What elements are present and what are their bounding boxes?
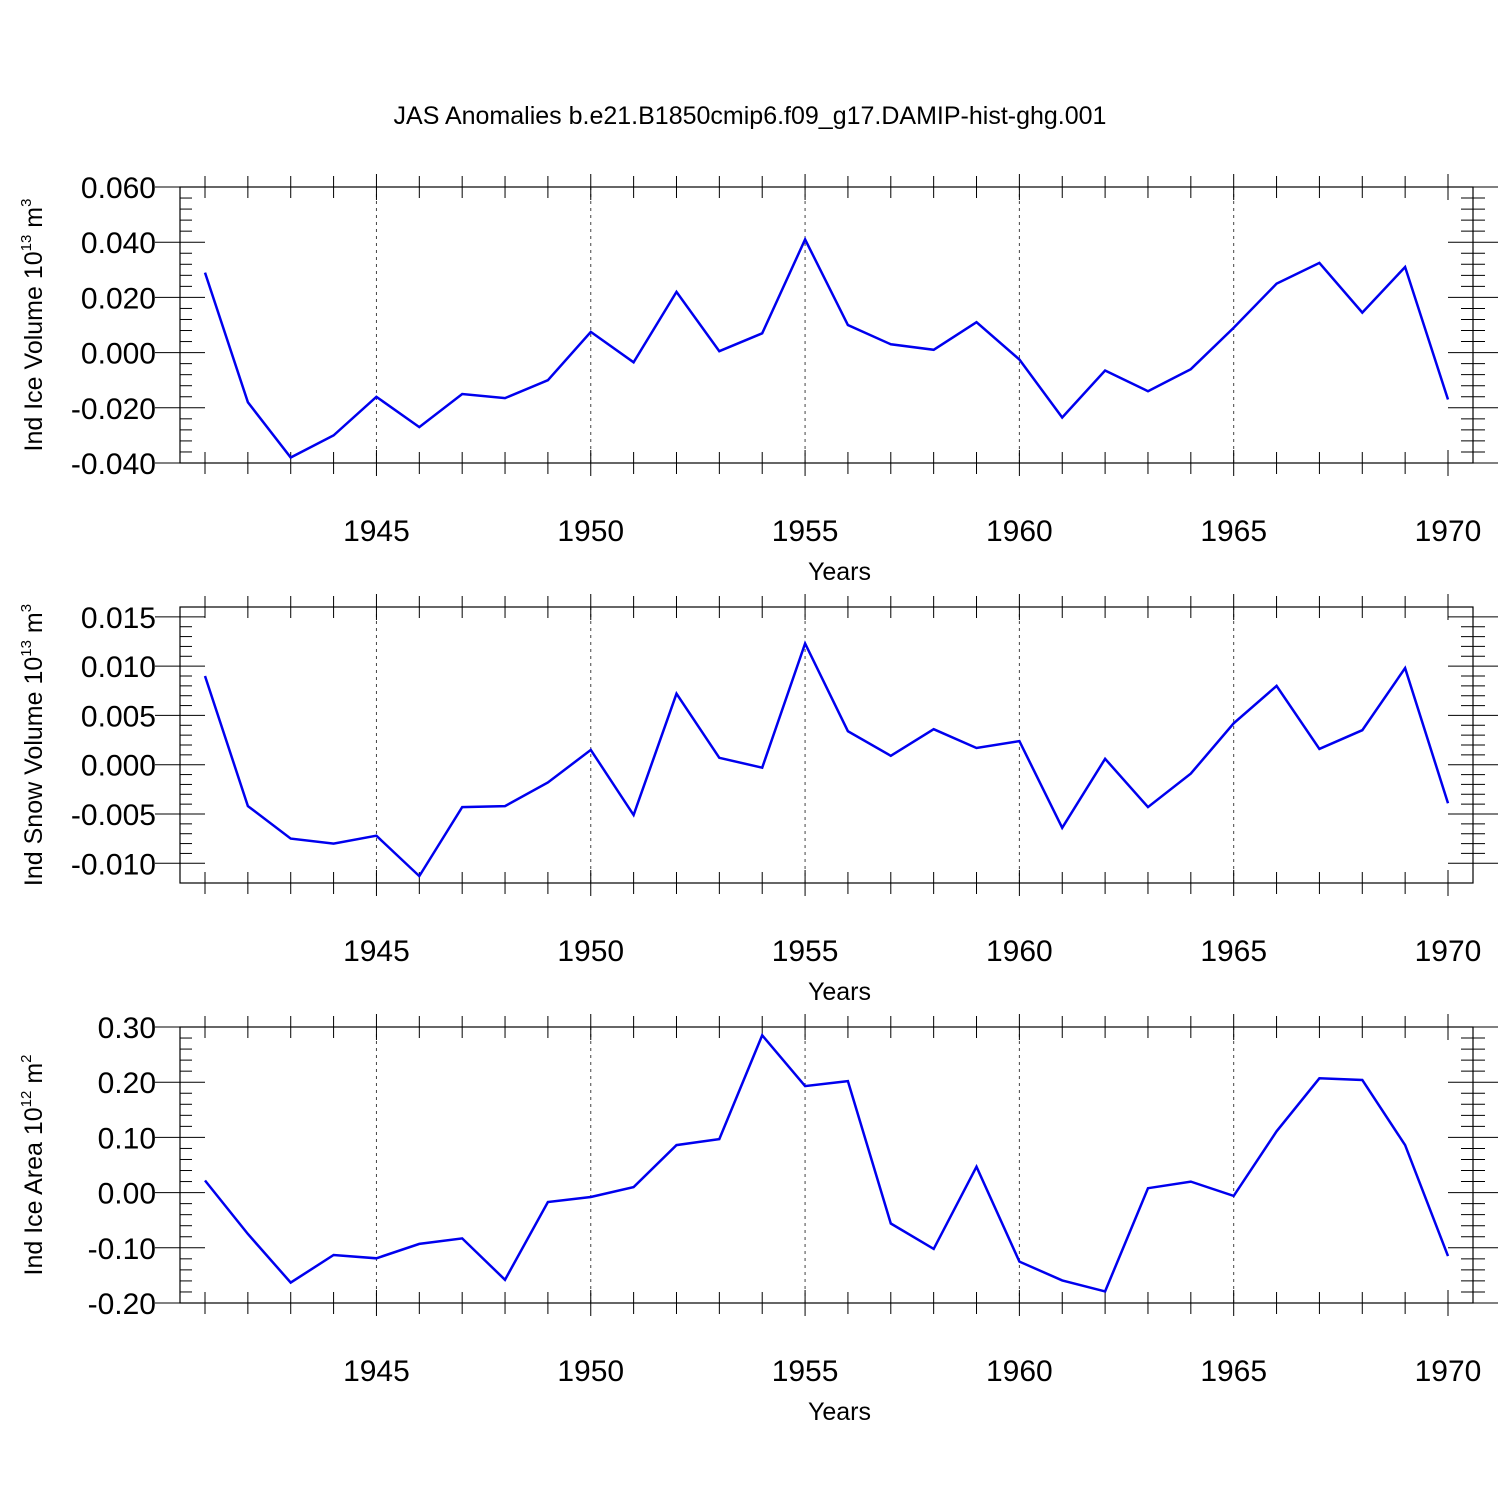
y-tick-label: 0.020 [81, 282, 156, 315]
data-line [203, 640, 1450, 879]
x-tick-label: 1950 [557, 935, 624, 968]
data-line [204, 1032, 1450, 1293]
y-tick-label: 0.015 [81, 602, 156, 635]
x-tick-label: 1970 [1415, 1355, 1482, 1388]
y-tick-label: -0.005 [71, 799, 156, 832]
x-axis-title: Years [808, 1398, 871, 1426]
plot-frame [179, 606, 1474, 884]
x-tick-label: 1960 [986, 935, 1053, 968]
y-tick-label: -0.20 [88, 1288, 156, 1321]
y-tick-label: 0.005 [81, 700, 156, 733]
x-axis-title: Years [808, 558, 871, 586]
y-tick-label: -0.10 [88, 1233, 156, 1266]
y-axis-title: Ind Ice Volume 1013 m3 [18, 199, 48, 452]
chart-panel-1: 1945 1950 1955 1960 1965 1970 Years -0.040 -0.02… [18, 172, 1498, 586]
data-line [203, 236, 1450, 460]
y-tick-label: -0.040 [71, 448, 156, 481]
y-tick-label: 0.000 [81, 338, 156, 371]
x-tick-label: 1955 [772, 515, 839, 548]
x-tick-label: 1950 [557, 1355, 624, 1388]
x-tick-label: 1945 [343, 1355, 410, 1388]
y-tick-label: 0.30 [98, 1012, 156, 1045]
x-tick-label: 1945 [343, 935, 410, 968]
chart-panel-3: 1945 1950 1955 1960 1965 1970 Years -0.20 -0.10 0… [18, 1012, 1498, 1426]
x-tick-label: 1960 [986, 515, 1053, 548]
panels: 1945 1950 1955 1960 1965 1970 Years -0.040 -0.02… [18, 172, 1498, 1426]
x-tick-label: 1960 [986, 1355, 1053, 1388]
chart-panel-2: 1945 1950 1955 1960 1965 1970 Years -0.010 -0.00… [18, 594, 1498, 1006]
y-tick-label: 0.040 [81, 227, 156, 260]
plot-frame [179, 1026, 1474, 1304]
y-tick-label: 0.10 [98, 1122, 156, 1155]
y-tick-label: -0.020 [71, 393, 156, 426]
y-axis-title: Ind Snow Volume 1013 m3 [18, 604, 48, 886]
chart-title: JAS Anomalies b.e21.B1850cmip6.f09_g17.D… [394, 102, 1107, 130]
x-tick-label: 1965 [1200, 935, 1267, 968]
y-tick-label: -0.010 [71, 848, 156, 881]
y-tick-label: 0.010 [81, 651, 156, 684]
x-tick-label: 1970 [1415, 935, 1482, 968]
plot-frame [179, 186, 1474, 464]
x-tick-label: 1965 [1200, 515, 1267, 548]
y-tick-label: 0.060 [81, 172, 156, 205]
x-tick-label: 1970 [1415, 515, 1482, 548]
y-tick-label: 0.000 [81, 750, 156, 783]
x-tick-label: 1950 [557, 515, 624, 548]
x-tick-label: 1955 [772, 1355, 839, 1388]
x-tick-label: 1955 [772, 935, 839, 968]
x-tick-label: 1965 [1200, 1355, 1267, 1388]
y-tick-label: 0.00 [98, 1178, 156, 1211]
y-axis-title: Ind Ice Area 1012 m2 [18, 1055, 48, 1276]
y-tick-label: 0.20 [98, 1067, 156, 1100]
x-axis-title: Years [808, 978, 871, 1006]
x-tick-label: 1945 [343, 515, 410, 548]
